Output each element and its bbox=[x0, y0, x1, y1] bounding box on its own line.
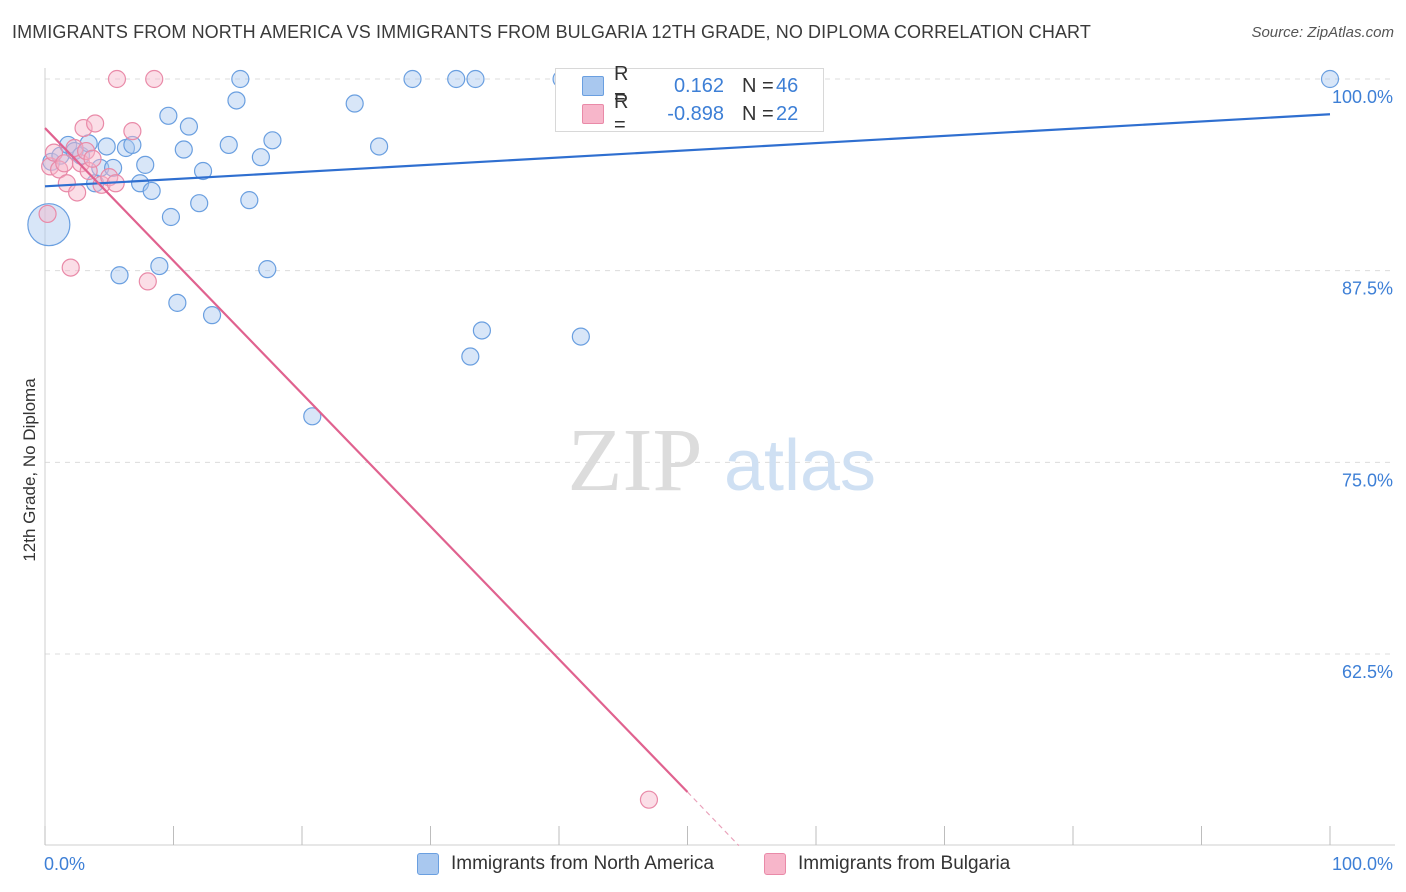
x-tick-label: 0.0% bbox=[44, 854, 85, 874]
point-bulgaria bbox=[145, 69, 164, 89]
y-tick-label: 87.5% bbox=[1342, 279, 1393, 299]
bottom-legend-bulgaria: Immigrants from Bulgaria bbox=[764, 850, 1010, 878]
trend-line-north-america bbox=[44, 113, 1331, 188]
point-north-america bbox=[174, 140, 193, 159]
point-north-america bbox=[202, 306, 222, 325]
point-bulgaria bbox=[83, 149, 102, 168]
chart-title: IMMIGRANTS FROM NORTH AMERICA VS IMMIGRA… bbox=[12, 22, 1091, 42]
point-north-america bbox=[231, 69, 250, 89]
point-north-america bbox=[466, 69, 485, 89]
source-label: Source: ZipAtlas.com bbox=[1251, 24, 1394, 41]
point-bulgaria bbox=[86, 114, 105, 133]
x-tick-labels: 0.0% 100.0% bbox=[44, 854, 1393, 874]
point-north-america bbox=[27, 203, 71, 247]
legend-row-bulgaria: R = -0.898 N = 22 bbox=[556, 91, 799, 136]
trend-line-bulgaria-extension bbox=[687, 791, 740, 847]
point-north-america bbox=[193, 161, 213, 181]
point-north-america bbox=[110, 266, 129, 285]
point-north-america bbox=[227, 91, 246, 110]
legend-n-label: N = bbox=[742, 74, 774, 97]
y-tick-label: 100.0% bbox=[1332, 87, 1393, 107]
point-bulgaria bbox=[57, 174, 76, 193]
watermark-atlas: atlas bbox=[724, 426, 876, 506]
legend-r-label: R = bbox=[614, 63, 629, 108]
point-north-america bbox=[461, 347, 480, 366]
point-bulgaria bbox=[55, 154, 74, 173]
point-north-america bbox=[168, 293, 187, 312]
point-north-america bbox=[370, 137, 389, 156]
point-north-america bbox=[159, 106, 178, 125]
point-north-america bbox=[303, 407, 322, 426]
point-north-america bbox=[104, 158, 123, 178]
point-bulgaria bbox=[68, 183, 87, 202]
point-north-america bbox=[123, 135, 142, 155]
point-north-america bbox=[142, 181, 161, 201]
bottom-legend-swatch-blue bbox=[417, 853, 439, 875]
y-tick-label: 62.5% bbox=[1342, 662, 1393, 682]
point-north-america bbox=[1320, 69, 1340, 89]
bottom-legend-north-america: Immigrants from North America bbox=[417, 850, 714, 878]
point-north-america bbox=[251, 148, 270, 167]
watermark-zip: ZIP bbox=[568, 411, 703, 510]
trend-lines bbox=[44, 113, 1331, 847]
legend-r-value: 0.162 bbox=[673, 74, 724, 97]
legend-r-label: R = bbox=[614, 91, 629, 136]
point-bulgaria bbox=[61, 258, 80, 277]
point-north-america bbox=[240, 191, 259, 210]
grid-lines bbox=[45, 78, 1395, 655]
data-points bbox=[27, 69, 1340, 809]
legend-row-north-america: R = 0.162 N = 46 bbox=[556, 63, 799, 108]
legend-n-value: 22 bbox=[776, 102, 799, 125]
point-bulgaria bbox=[138, 272, 157, 291]
correlation-legend: R = 0.162 N = 46 R = -0.898 N = 22 bbox=[555, 63, 824, 136]
point-north-america bbox=[150, 256, 169, 276]
point-bulgaria bbox=[74, 118, 93, 138]
trend-line-bulgaria bbox=[44, 127, 689, 793]
point-north-america bbox=[263, 131, 282, 150]
point-north-america bbox=[403, 69, 422, 89]
legend-n-value: 46 bbox=[776, 74, 799, 97]
point-north-america bbox=[179, 117, 199, 136]
point-north-america bbox=[190, 194, 209, 213]
point-north-america bbox=[447, 69, 466, 89]
bottom-legend-swatch-pink bbox=[764, 853, 786, 875]
legend-swatch-blue bbox=[582, 76, 604, 96]
point-north-america bbox=[161, 207, 181, 227]
point-bulgaria bbox=[107, 69, 127, 89]
y-tick-label: 75.0% bbox=[1342, 470, 1393, 490]
point-bulgaria bbox=[123, 122, 142, 141]
y-tick-labels: 100.0% 87.5% 75.0% 62.5% bbox=[1332, 87, 1393, 682]
point-north-america bbox=[219, 135, 238, 155]
point-north-america bbox=[136, 155, 155, 174]
x-tick-label: 100.0% bbox=[1332, 854, 1393, 874]
legend-n-label: N = bbox=[742, 102, 774, 125]
bottom-legend-label: Immigrants from North America bbox=[451, 853, 714, 874]
legend-swatch-pink bbox=[582, 104, 604, 124]
point-north-america bbox=[97, 137, 116, 156]
axes bbox=[44, 68, 1395, 846]
point-north-america bbox=[258, 260, 277, 279]
point-bulgaria bbox=[65, 138, 84, 158]
point-north-america bbox=[345, 94, 364, 113]
point-north-america bbox=[472, 321, 491, 340]
legend-r-value: -0.898 bbox=[667, 102, 724, 125]
bottom-legend-label: Immigrants from Bulgaria bbox=[798, 853, 1011, 874]
y-axis-label: 12th Grade, No Diploma bbox=[20, 378, 39, 562]
watermark: ZIP atlas bbox=[568, 411, 877, 510]
point-bulgaria bbox=[38, 204, 57, 224]
point-north-america bbox=[571, 327, 590, 346]
point-bulgaria bbox=[639, 790, 659, 809]
